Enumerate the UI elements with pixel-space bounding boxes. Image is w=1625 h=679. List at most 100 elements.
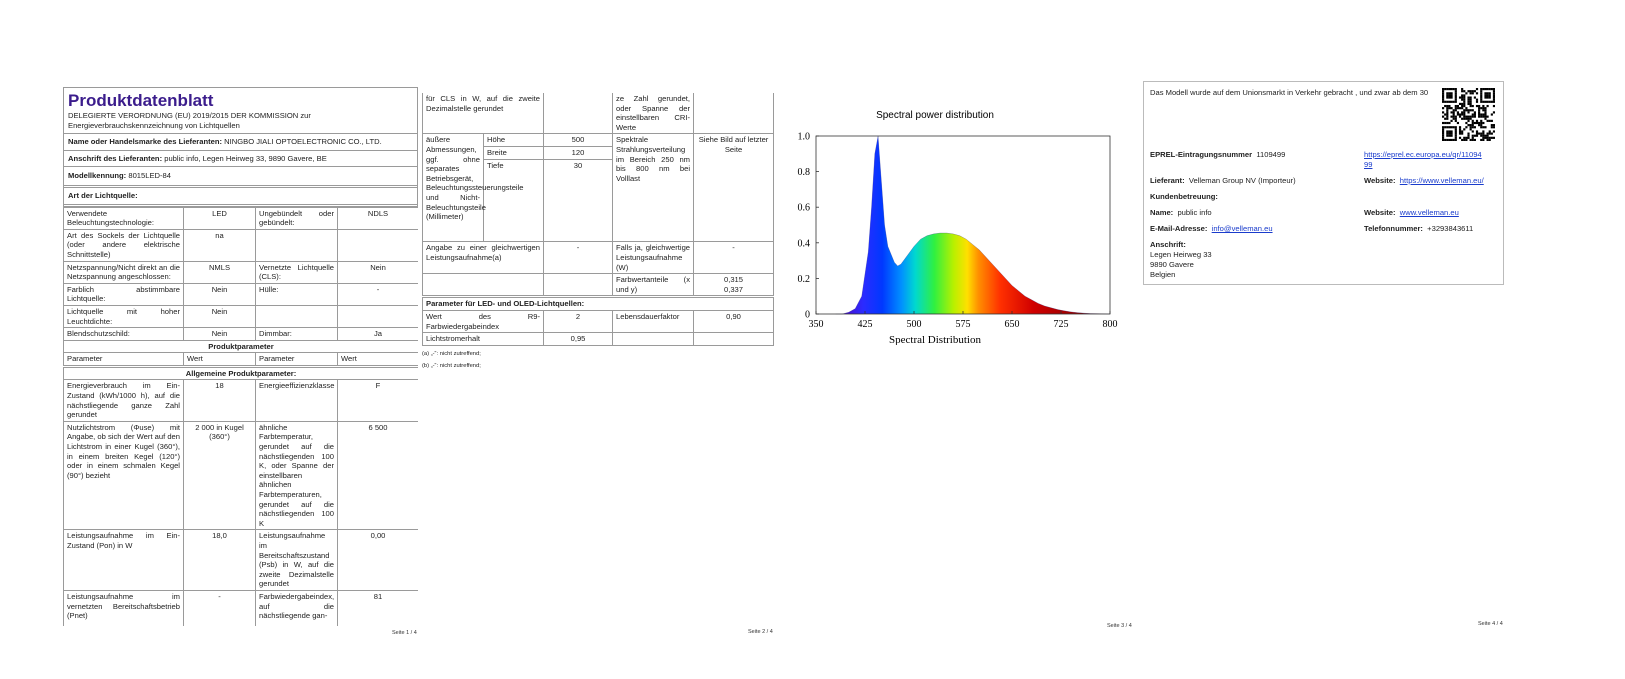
qr-module (1473, 121, 1476, 125)
qr-module (1444, 121, 1447, 125)
qr-module (1475, 121, 1479, 125)
x-tick-label: 350 (809, 319, 824, 330)
qr-module (1469, 104, 1472, 108)
qr-module (1482, 121, 1485, 125)
title: Produktdatenblatt (68, 91, 214, 110)
qr-module (1488, 136, 1491, 139)
qr-module (1475, 92, 1479, 95)
qr-module (1458, 132, 1462, 135)
qr-module (1486, 119, 1489, 122)
table-cell: Nein (183, 327, 256, 341)
table-cell (612, 332, 695, 346)
qr-module (1463, 94, 1466, 97)
qr-module (1446, 94, 1449, 97)
qr-module (1469, 90, 1472, 93)
table-cell: 0,00 (337, 529, 418, 591)
table-cell: Farbwertanteile (x und y) (612, 273, 695, 298)
qr-module (1465, 115, 1468, 118)
table-cell: Parameter für LED- und OLED-Lichtquellen… (422, 295, 774, 311)
qr-module (1465, 92, 1468, 95)
email-link[interactable]: info@velleman.eu (1211, 224, 1273, 233)
qr-module (1454, 94, 1457, 97)
qr-module (1456, 107, 1460, 110)
table-row: Leistungsaufnahme im vernetzten Bereitsc… (63, 589, 418, 626)
qr-module (1467, 98, 1470, 101)
value: Velleman Group NV (Importeur) (1188, 176, 1296, 185)
qr-module (1461, 90, 1464, 93)
qr-module (1461, 98, 1464, 101)
qr-module (1484, 88, 1487, 91)
qr-module (1480, 121, 1483, 125)
qr-module (1456, 111, 1460, 114)
qr-module (1458, 96, 1462, 99)
qr-module (1492, 92, 1495, 95)
qr-module (1475, 88, 1479, 91)
website-link[interactable]: https://www.velleman.eu/ (1399, 176, 1484, 185)
qr-module (1490, 100, 1493, 103)
qr-module (1461, 104, 1464, 108)
qr-module (1446, 107, 1449, 110)
table-cell: 6 500 (337, 420, 418, 531)
table-row: Netzspannung/Nicht direkt an die Netzspa… (63, 260, 418, 284)
table-cell: 2 (543, 309, 614, 334)
qr-module (1473, 111, 1476, 114)
qr-module (1454, 98, 1457, 101)
qr-module (1471, 90, 1474, 93)
label: Website: (1364, 176, 1396, 185)
qr-module (1452, 111, 1455, 114)
website-link[interactable]: www.velleman.eu (1399, 208, 1459, 217)
table-row: Lichtquelle mit hoher Leuchtdichte: Nein (63, 304, 418, 329)
qr-module (1461, 96, 1464, 99)
qr-module (1473, 96, 1476, 99)
table-cell: 2 000 in Kugel (360°) (183, 420, 256, 531)
qr-module (1490, 88, 1493, 91)
qr-module (1492, 94, 1495, 97)
table-cell: Siehe Bild auf letzter Seite (693, 133, 774, 243)
y-tick-label: 0.2 (798, 274, 811, 285)
info-value: NINGBO JIALI OPTOELECTRONIC CO., LTD. (224, 137, 382, 147)
qr-module (1482, 104, 1485, 108)
qr-module (1467, 134, 1470, 137)
qr-module (1450, 132, 1453, 135)
table-cell (422, 273, 545, 298)
chart-title: Spectral power distribution (876, 110, 994, 121)
table-cell: Farblich abstimmbare Lichtquelle: (63, 282, 184, 306)
qr-module (1452, 88, 1455, 91)
qr-module (1450, 100, 1453, 103)
table-cell: Ungebündelt oder gebündelt: (255, 206, 338, 230)
qr-module (1463, 136, 1466, 139)
qr-code (1442, 88, 1495, 141)
qr-module (1461, 117, 1464, 120)
table-row: Lichtstromerhalt 0,95 (422, 332, 774, 346)
qr-module (1475, 134, 1479, 137)
eprel-link[interactable]: https://eprel.ec.europa.eu/qr/1109499 (1364, 150, 1482, 169)
qr-module (1473, 134, 1476, 137)
table-cell: Parameter (63, 352, 184, 367)
table-cell: Falls ja, gleichwertige Leistungsaufnahm… (612, 241, 695, 275)
qr-module (1475, 132, 1479, 135)
qr-module (1450, 111, 1453, 114)
qr-module (1490, 124, 1493, 127)
qr-module (1484, 107, 1487, 110)
table-cell: Ja (337, 327, 418, 341)
qr-module (1454, 100, 1457, 103)
qr-module (1463, 90, 1466, 93)
qr-module (1484, 115, 1487, 118)
qr-module (1469, 98, 1472, 101)
qr-module (1475, 100, 1479, 103)
qr-module (1467, 119, 1470, 122)
qr-module (1458, 107, 1462, 110)
page-footer: Seite 4 / 4 (1478, 621, 1503, 627)
table-cell (255, 228, 338, 262)
qr-module (1463, 113, 1466, 116)
qr-module (1488, 92, 1491, 95)
qr-module (1480, 100, 1483, 103)
y-tick-label: 1.0 (798, 132, 811, 143)
label: Telefonnummer: (1364, 224, 1423, 233)
qr-module (1480, 124, 1483, 127)
table-cell: äußere Abmessungen, ggf. ohne separates … (422, 133, 524, 243)
qr-module (1452, 138, 1455, 141)
qr-module (1448, 134, 1451, 137)
table-row: Nutzlichtstrom (Φuse) mit Angabe, ob sic… (63, 420, 418, 531)
qr-module (1475, 98, 1479, 101)
